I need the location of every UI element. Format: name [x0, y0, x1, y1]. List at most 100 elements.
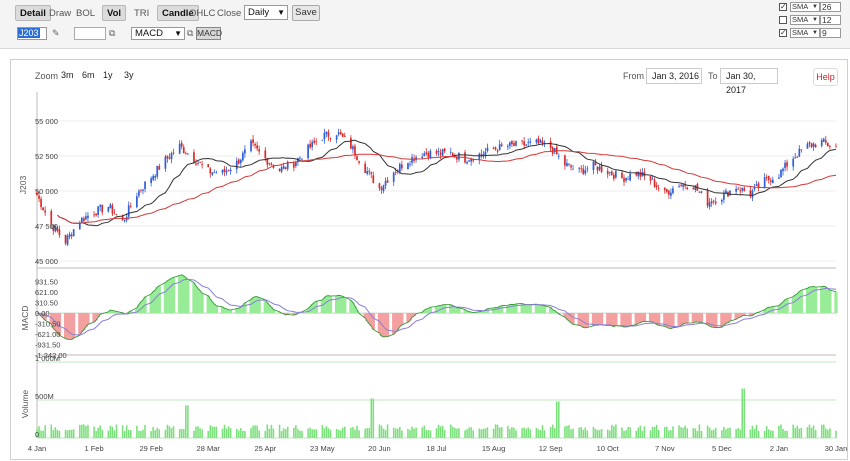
macd-bar: [640, 313, 644, 322]
volume-bar: [299, 430, 301, 438]
candle-up: [741, 187, 744, 191]
volume-bar: [99, 425, 101, 438]
candle-down: [500, 144, 503, 146]
sma-period-input[interactable]: 12: [820, 15, 841, 25]
volume-bar: [185, 405, 187, 438]
volume-bar: [637, 427, 640, 438]
from-date-input[interactable]: Jan 3, 2016: [646, 68, 702, 84]
macd-bar: [498, 306, 502, 314]
x-tick-label: 12 Sep: [539, 444, 563, 453]
zoom-1y-button[interactable]: 1y: [103, 70, 113, 80]
candle-down: [698, 191, 701, 193]
macd-bar: [524, 304, 528, 314]
copy-icon[interactable]: ⧉: [109, 28, 116, 38]
sma-checkbox-checked[interactable]: ✓: [779, 28, 787, 37]
sma-checkbox-unchecked[interactable]: [779, 16, 787, 24]
volume-bar: [578, 427, 580, 438]
candle-up: [721, 199, 723, 202]
macd-bar: [335, 295, 339, 314]
vol-button[interactable]: Vol: [102, 5, 127, 21]
macd-bar: [581, 313, 585, 328]
volume-bar: [600, 428, 603, 438]
zoom-3m-button[interactable]: 3m: [61, 70, 74, 80]
volume-bar: [227, 426, 230, 438]
sma-checkbox-checked[interactable]: ✓: [779, 2, 787, 11]
save-button[interactable]: Save: [292, 5, 320, 21]
symbol-input[interactable]: J203: [17, 27, 47, 40]
volume-bar: [235, 428, 238, 438]
macd-bar: [328, 295, 333, 314]
candle-down: [692, 187, 695, 190]
volume-bar: [521, 428, 523, 438]
volume-bar: [655, 424, 658, 438]
volume-bar: [70, 429, 73, 438]
tri-button[interactable]: TRI: [134, 8, 150, 19]
help-button[interactable]: Help: [813, 68, 838, 86]
candle-button[interactable]: Candle: [157, 5, 199, 21]
macd-bar: [129, 310, 133, 314]
volume-bar: [820, 424, 823, 438]
macd-bar: [491, 307, 496, 314]
volume-axis-label: Volume: [20, 390, 30, 419]
volume-bar: [380, 425, 383, 438]
candle-up: [529, 141, 532, 143]
volume-bar: [295, 425, 297, 438]
macd-bar: [426, 308, 430, 314]
macd-bar: [424, 308, 428, 314]
candle-down: [284, 167, 287, 170]
volume-bar: [741, 388, 744, 438]
volume-bar: [115, 424, 118, 438]
compare-input[interactable]: [74, 27, 106, 40]
candle-down: [657, 188, 660, 189]
volume-bar: [282, 428, 285, 438]
candle-down: [443, 148, 446, 152]
volume-bar: [692, 428, 695, 438]
detail-button[interactable]: Detail: [15, 5, 51, 21]
candle-up: [806, 143, 809, 149]
volume-bar: [798, 428, 801, 438]
macd-bar: [496, 307, 500, 314]
volume-bar: [254, 425, 256, 438]
macd-bar: [520, 303, 524, 314]
candle-down: [113, 213, 116, 215]
volume-bar: [123, 431, 126, 438]
sma-period-input[interactable]: 26: [820, 2, 841, 12]
copy-icon[interactable]: ⧉: [187, 28, 194, 38]
close-button[interactable]: Close: [217, 8, 242, 19]
candle-down: [814, 144, 817, 148]
sma-type-select[interactable]: SMA ▼: [790, 2, 820, 12]
candle-down: [684, 183, 687, 187]
volume-bar: [109, 425, 112, 438]
candle-down: [394, 172, 397, 174]
sma-type-select[interactable]: SMA ▼: [790, 15, 820, 25]
bol-button[interactable]: BOL: [76, 8, 96, 19]
candle-up: [352, 146, 354, 150]
volume-bar: [729, 427, 731, 438]
candle-up: [651, 178, 654, 180]
sma-period-input[interactable]: 9: [820, 28, 841, 38]
indicator-select[interactable]: MACD ▼: [131, 27, 185, 40]
macd-bar: [811, 286, 816, 314]
candle-up: [152, 175, 155, 180]
ohlc-button[interactable]: OHLC: [189, 8, 216, 19]
volume-bar: [649, 430, 652, 438]
zoom-6m-button[interactable]: 6m: [82, 70, 95, 80]
macd-button[interactable]: MACD: [196, 27, 223, 40]
volume-bar: [370, 398, 373, 438]
volume-bar: [301, 430, 303, 438]
to-date-input[interactable]: Jan 30, 2017: [720, 68, 778, 95]
macd-bar: [208, 299, 212, 314]
draw-button[interactable]: Draw: [49, 8, 72, 19]
macd-tick-label: -931.50: [35, 341, 60, 350]
candle-up: [321, 139, 324, 141]
volume-bar: [79, 424, 81, 438]
macd-bar: [353, 306, 357, 314]
macd-bar: [569, 313, 573, 323]
edit-icon[interactable]: ✎: [52, 28, 60, 38]
sma-type-select[interactable]: SMA ▼: [790, 28, 820, 38]
zoom-3y-button[interactable]: 3y: [124, 70, 134, 80]
candle-up: [682, 184, 684, 187]
interval-select[interactable]: Daily ▼: [244, 5, 288, 20]
candle-down: [796, 156, 799, 158]
